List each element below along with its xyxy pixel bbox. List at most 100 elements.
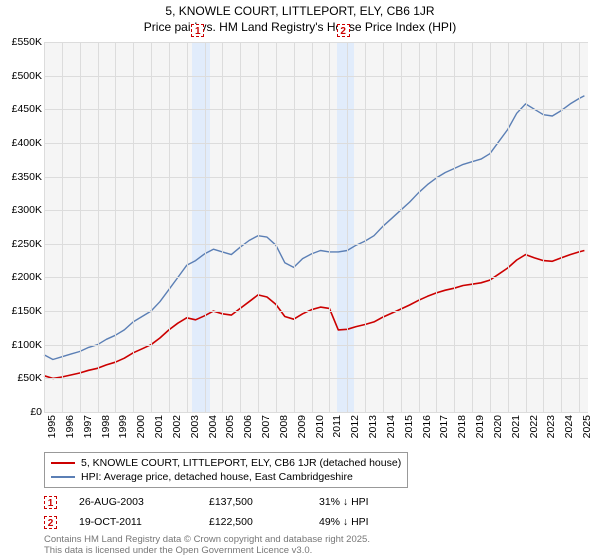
y-axis-label: £200K (12, 271, 42, 283)
grid-line-vertical (579, 42, 580, 412)
y-axis-label: £500K (12, 70, 42, 82)
x-axis-label: 2020 (492, 415, 504, 445)
grid-line-vertical (80, 42, 81, 412)
grid-line-vertical (133, 42, 134, 412)
grid-line-vertical (240, 42, 241, 412)
grid-line-vertical (169, 42, 170, 412)
grid-line-vertical (383, 42, 384, 412)
grid-line-horizontal (44, 311, 588, 312)
x-axis-label: 2003 (189, 415, 201, 445)
grid-line-vertical (347, 42, 348, 412)
x-axis-label: 2009 (296, 415, 308, 445)
sale-price: £122,500 (209, 516, 319, 528)
legend-box: 5, KNOWLE COURT, LITTLEPORT, ELY, CB6 1J… (44, 452, 408, 488)
grid-line-vertical (62, 42, 63, 412)
grid-line-vertical (187, 42, 188, 412)
grid-line-horizontal (44, 412, 588, 413)
sales-row: 2 19-OCT-2011 £122,500 49% ↓ HPI (44, 512, 369, 532)
grid-line-vertical (561, 42, 562, 412)
y-axis-label: £300K (12, 204, 42, 216)
grid-line-vertical (151, 42, 152, 412)
grid-line-vertical (490, 42, 491, 412)
chart-container: 5, KNOWLE COURT, LITTLEPORT, ELY, CB6 1J… (0, 0, 600, 560)
legend-item: HPI: Average price, detached house, East… (51, 470, 401, 484)
sale-price: £137,500 (209, 496, 319, 508)
grid-line-vertical (526, 42, 527, 412)
chart-marker: 1 (191, 24, 204, 37)
title-line-1: 5, KNOWLE COURT, LITTLEPORT, ELY, CB6 1J… (0, 4, 600, 20)
y-axis-label: £400K (12, 137, 42, 149)
title-block: 5, KNOWLE COURT, LITTLEPORT, ELY, CB6 1J… (0, 0, 600, 35)
x-axis-label: 1996 (64, 415, 76, 445)
title-line-2: Price paid vs. HM Land Registry's House … (0, 20, 600, 36)
grid-line-vertical (365, 42, 366, 412)
sale-date: 19-OCT-2011 (79, 516, 209, 528)
legend-label: HPI: Average price, detached house, East… (81, 470, 353, 484)
x-axis-label: 1997 (82, 415, 94, 445)
x-axis-label: 1995 (46, 415, 58, 445)
sale-delta: 49% ↓ HPI (319, 516, 369, 528)
grid-line-horizontal (44, 277, 588, 278)
sale-date: 26-AUG-2003 (79, 496, 209, 508)
grid-line-vertical (436, 42, 437, 412)
y-axis-label: £0 (30, 406, 42, 418)
sales-row: 1 26-AUG-2003 £137,500 31% ↓ HPI (44, 492, 369, 512)
grid-line-vertical (419, 42, 420, 412)
x-axis-label: 1999 (117, 415, 129, 445)
grid-line-vertical (205, 42, 206, 412)
grid-line-vertical (329, 42, 330, 412)
sale-marker: 1 (44, 496, 57, 509)
x-axis-label: 2024 (563, 415, 575, 445)
x-axis-label: 2011 (331, 415, 343, 445)
legend-swatch (51, 476, 75, 478)
x-axis-label: 2023 (545, 415, 557, 445)
y-axis-label: £50K (17, 372, 42, 384)
x-axis-label: 2014 (385, 415, 397, 445)
x-axis-label: 2016 (421, 415, 433, 445)
grid-line-vertical (276, 42, 277, 412)
x-axis-label: 2021 (510, 415, 522, 445)
grid-line-horizontal (44, 143, 588, 144)
sale-delta: 31% ↓ HPI (319, 496, 369, 508)
x-axis-label: 2001 (153, 415, 165, 445)
grid-line-horizontal (44, 345, 588, 346)
footer-line-2: This data is licensed under the Open Gov… (44, 545, 370, 556)
footer-attribution: Contains HM Land Registry data © Crown c… (44, 534, 370, 557)
grid-line-vertical (543, 42, 544, 412)
grid-line-horizontal (44, 109, 588, 110)
x-axis-label: 2010 (314, 415, 326, 445)
series-line-property (44, 251, 584, 379)
grid-line-vertical (312, 42, 313, 412)
y-axis-label: £150K (12, 305, 42, 317)
x-axis-label: 2015 (403, 415, 415, 445)
chart-plot-area (44, 42, 588, 412)
x-axis-label: 2007 (260, 415, 272, 445)
grid-line-horizontal (44, 76, 588, 77)
chart-lines-svg (44, 42, 588, 412)
grid-line-vertical (44, 42, 45, 412)
x-axis-label: 1998 (100, 415, 112, 445)
chart-marker: 2 (337, 24, 350, 37)
sale-marker: 2 (44, 516, 57, 529)
x-axis-label: 2017 (438, 415, 450, 445)
grid-line-vertical (294, 42, 295, 412)
grid-line-vertical (401, 42, 402, 412)
footer-line-1: Contains HM Land Registry data © Crown c… (44, 534, 370, 545)
sales-table: 1 26-AUG-2003 £137,500 31% ↓ HPI 2 19-OC… (44, 492, 369, 532)
grid-line-horizontal (44, 42, 588, 43)
y-axis-label: £350K (12, 171, 42, 183)
x-axis-label: 2012 (349, 415, 361, 445)
grid-line-horizontal (44, 378, 588, 379)
series-line-hpi (44, 96, 584, 360)
x-axis-label: 2002 (171, 415, 183, 445)
legend-label: 5, KNOWLE COURT, LITTLEPORT, ELY, CB6 1J… (81, 456, 401, 470)
legend-swatch (51, 462, 75, 464)
x-axis-label: 2019 (474, 415, 486, 445)
x-axis-label: 2006 (242, 415, 254, 445)
grid-line-vertical (454, 42, 455, 412)
x-axis-label: 2004 (207, 415, 219, 445)
y-axis-label: £100K (12, 339, 42, 351)
x-axis-label: 2013 (367, 415, 379, 445)
legend-item: 5, KNOWLE COURT, LITTLEPORT, ELY, CB6 1J… (51, 456, 401, 470)
x-axis-label: 2022 (528, 415, 540, 445)
